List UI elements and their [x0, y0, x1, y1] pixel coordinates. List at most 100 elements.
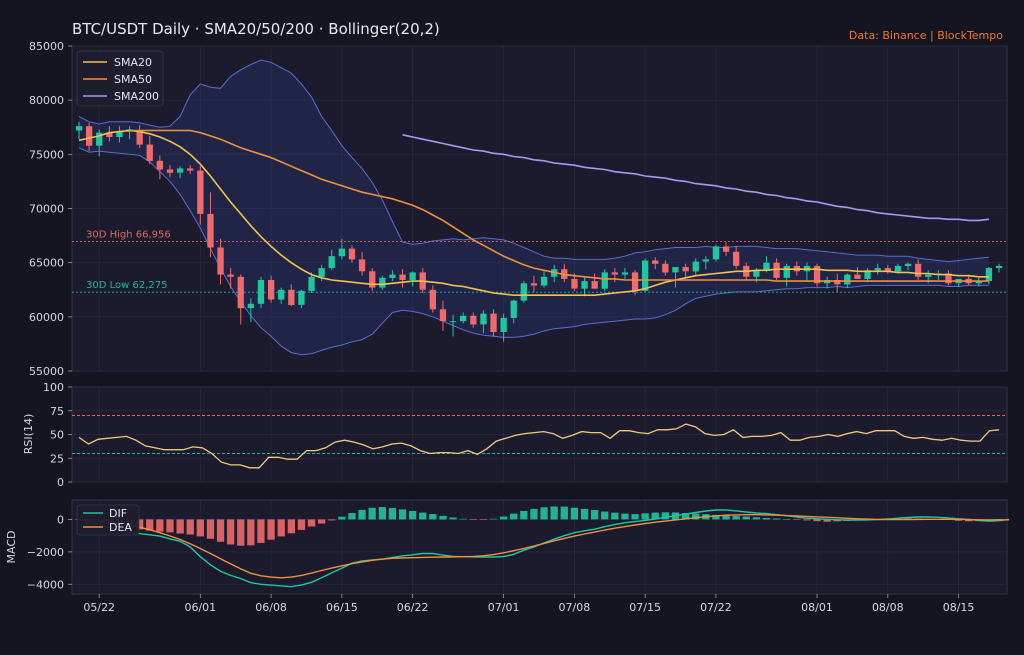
macd-histogram-bar — [520, 511, 528, 520]
candle-body — [874, 268, 881, 271]
candle-body — [702, 259, 709, 262]
macd-histogram-bar — [186, 519, 194, 535]
legend-label-sma20: SMA20 — [114, 56, 152, 69]
candle-body — [237, 276, 244, 309]
macd-histogram-bar — [732, 515, 740, 520]
price-tick-label: 85000 — [29, 40, 64, 53]
macd-histogram-bar — [429, 514, 437, 520]
candle-body — [753, 270, 760, 277]
grid-lines — [72, 45, 1007, 594]
candle-body — [409, 272, 416, 280]
candle-body — [692, 261, 699, 272]
candle-body — [217, 247, 224, 275]
candle-body — [257, 280, 265, 304]
candle-body — [763, 262, 770, 271]
price-legend-box — [76, 50, 164, 107]
date-tick-label: 07/22 — [700, 601, 732, 614]
macd-histogram-bar — [277, 519, 285, 537]
candle-body — [591, 281, 598, 289]
dea-line — [78, 514, 1010, 579]
candle-body — [187, 168, 194, 171]
rsi-line — [78, 423, 1000, 469]
candle-body — [581, 281, 588, 289]
candle-body — [773, 262, 780, 278]
macd-histogram-bar — [692, 513, 700, 520]
macd-histogram-bar — [570, 507, 578, 520]
macd-histogram-bar — [742, 516, 750, 520]
date-tick-label: 07/15 — [629, 601, 661, 614]
candle-body — [975, 281, 982, 284]
candle-body — [288, 289, 295, 305]
macd-histogram-bar — [328, 519, 336, 521]
macd-histogram-bar — [651, 512, 659, 520]
candle-body — [75, 126, 83, 131]
candle-body — [530, 283, 538, 286]
legend-label-dif: DIF — [109, 507, 127, 520]
macd-histogram-bar — [823, 519, 831, 522]
candle-body — [631, 272, 639, 291]
sma20-line — [78, 129, 989, 296]
macd-histogram-bar — [419, 512, 427, 520]
candle-body — [308, 276, 315, 291]
candle-body — [116, 131, 123, 137]
candle-body — [672, 267, 679, 273]
macd-histogram-bar — [297, 519, 306, 530]
macd-histogram-bar — [479, 519, 488, 520]
candle-body — [166, 169, 174, 173]
macd-histogram-bar — [398, 509, 407, 520]
candle-body — [601, 272, 608, 289]
candle-body — [500, 317, 507, 332]
candle-body — [298, 290, 305, 305]
macd-plot — [75, 506, 1010, 588]
macd-histogram-bar — [338, 516, 346, 520]
candle-body — [995, 265, 1003, 269]
macd-histogram-bar — [156, 519, 164, 532]
date-tick-label: 08/01 — [801, 601, 833, 614]
candle-body — [379, 277, 386, 288]
candle-body — [652, 260, 659, 264]
candle-body — [328, 256, 335, 269]
macd-histogram-bar — [793, 519, 801, 520]
price-tick-label: 55000 — [29, 365, 64, 378]
rsi-tick-label: 100 — [43, 381, 64, 394]
macd-tick-label: −4000 — [27, 578, 64, 591]
macd-histogram-bar — [166, 519, 174, 533]
price-axis: 55000 60000 65000 70000 75000 80000 85000 — [29, 40, 72, 378]
macd-histogram-bar — [813, 519, 821, 522]
candle-body — [278, 289, 285, 300]
macd-legend: DIF DEA — [76, 504, 140, 536]
candle-body — [86, 126, 93, 146]
macd-histogram-bar — [550, 506, 558, 520]
macd-histogram-bar — [227, 519, 235, 545]
candle-body — [642, 260, 649, 291]
macd-histogram-bar — [530, 508, 538, 520]
macd-axis: −4000 −2000 0 — [27, 513, 72, 591]
candle-body — [915, 263, 922, 277]
macd-histogram-bar — [611, 512, 619, 520]
candle-body — [540, 276, 548, 286]
reference-lines: 30D High 66,956 30D Low 62,275 — [72, 229, 1007, 293]
candle-body — [156, 160, 163, 170]
macd-histogram-bar — [257, 519, 265, 543]
macd-histogram-bar — [510, 513, 518, 520]
candle-body — [449, 321, 457, 323]
candle-body — [480, 313, 487, 325]
legend-label-dea: DEA — [109, 521, 132, 534]
high-30d-label: 30D High 66,956 — [86, 229, 171, 240]
macd-histogram-bar — [661, 512, 669, 520]
macd-histogram-bar — [136, 519, 144, 530]
chart-title: BTC/USDT Daily · SMA20/50/200 · Bollinge… — [72, 20, 440, 38]
candle-body — [399, 274, 406, 280]
macd-histogram-bar — [682, 513, 690, 520]
macd-histogram-bar — [348, 513, 356, 520]
candle-body — [460, 315, 467, 322]
macd-axis-label: MACD — [5, 531, 18, 564]
rsi-tick-label: 25 — [50, 452, 64, 465]
candle-body — [268, 280, 275, 300]
macd-histogram-bar — [621, 513, 629, 520]
macd-histogram-bar — [368, 507, 376, 520]
macd-tick-label: −2000 — [27, 546, 64, 559]
candle-body — [722, 246, 730, 252]
candle-body — [439, 309, 447, 322]
candle-body — [177, 168, 184, 173]
